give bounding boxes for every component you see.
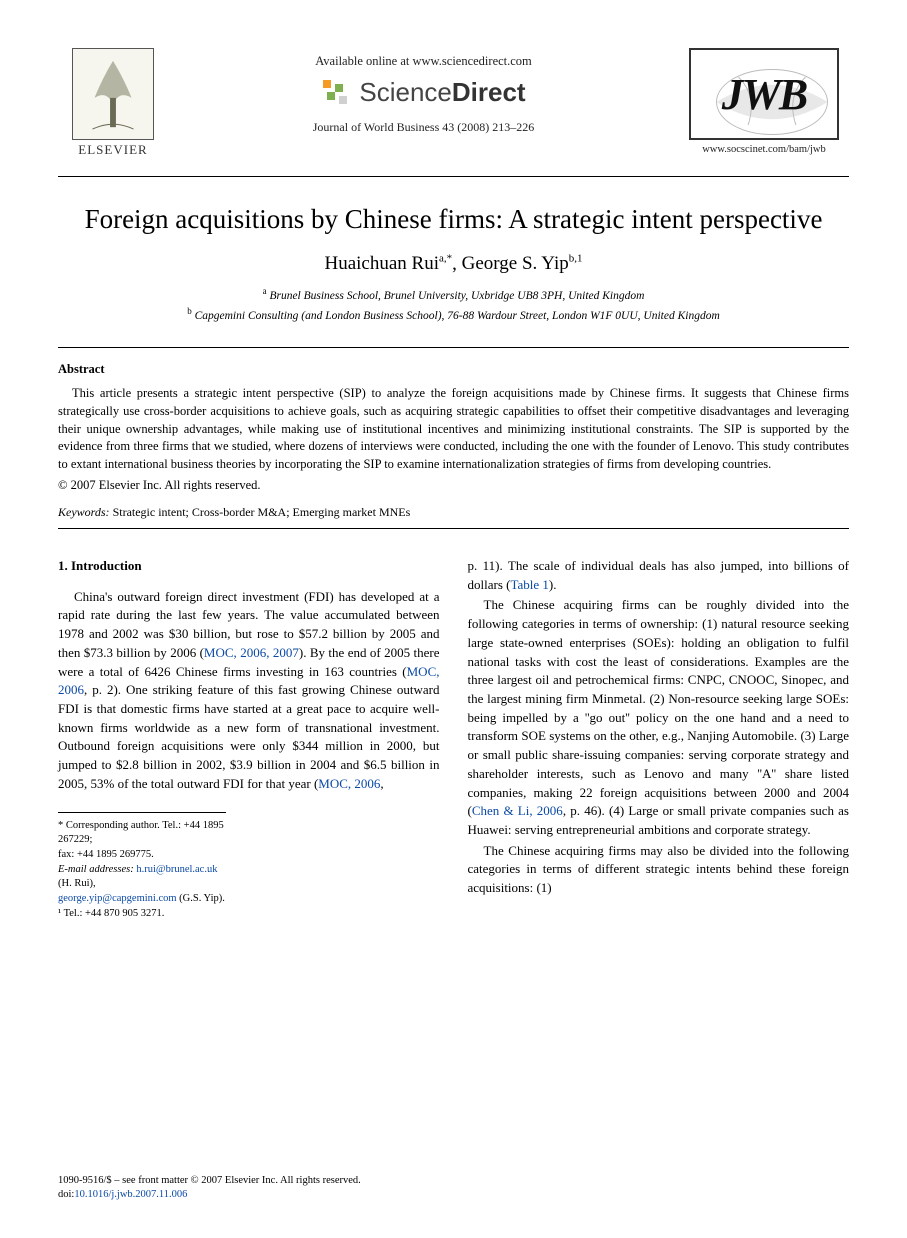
intro-paragraph-2: The Chinese acquiring firms can be rough… — [468, 596, 850, 839]
author-1-name: Huaichuan Rui — [324, 253, 439, 274]
p2-seg1: The Chinese acquiring firms can be rough… — [468, 597, 850, 818]
jwb-logo-icon: JWB — [689, 48, 839, 140]
citation-moc-2006-2007[interactable]: MOC, 2006, 2007 — [204, 645, 299, 660]
front-matter-line: 1090-9516/$ – see front matter © 2007 El… — [58, 1174, 849, 1188]
abstract-top-rule — [58, 347, 849, 348]
email-label: E-mail addresses: — [58, 864, 134, 875]
section-1-heading: 1. Introduction — [58, 557, 440, 576]
author-1-sup: a,* — [439, 253, 452, 265]
article-title: Foreign acquisitions by Chinese firms: A… — [58, 203, 849, 237]
footnote-1-tel: ¹ Tel.: +44 870 905 3271. — [58, 907, 226, 922]
p1c-seg2: ). — [549, 577, 557, 592]
affil-a-sup: a — [263, 286, 267, 296]
sd-word-bold: Direct — [452, 77, 526, 107]
sciencedirect-wordmark: ScienceDirect — [359, 77, 525, 108]
intro-paragraph-3: The Chinese acquiring firms may also be … — [468, 842, 850, 898]
author-2-sup: b,1 — [569, 253, 583, 265]
corresponding-author-line: * Corresponding author. Tel.: +44 1895 2… — [58, 819, 226, 848]
affil-a-text: Brunel Business School, Brunel Universit… — [269, 290, 644, 302]
email-line-2: george.yip@capgemini.com (G.S. Yip). — [58, 892, 226, 907]
author-1: Huaichuan Ruia,* — [324, 253, 452, 274]
email-yip-who: (G.S. Yip). — [177, 893, 225, 904]
journal-reference: Journal of World Business 43 (2008) 213–… — [168, 120, 679, 135]
column-right: p. 11). The scale of individual deals ha… — [468, 557, 850, 921]
journal-logo-block: JWB www.socscinet.com/bam/jwb — [679, 48, 849, 155]
affil-b-sup: b — [187, 306, 192, 316]
sciencedirect-mark-icon — [321, 78, 351, 108]
body-columns: 1. Introduction China's outward foreign … — [58, 557, 849, 921]
doi-link[interactable]: 10.1016/j.jwb.2007.11.006 — [74, 1189, 187, 1200]
author-2-name: George S. Yip — [462, 253, 569, 274]
doi-label: doi: — [58, 1189, 74, 1200]
sd-word-light: Science — [359, 77, 452, 107]
keywords-list: Strategic intent; Cross-border M&A; Emer… — [113, 505, 411, 519]
footnotes-block: * Corresponding author. Tel.: +44 1895 2… — [58, 812, 226, 922]
elsevier-tree-icon — [72, 48, 154, 140]
keywords-rule — [58, 528, 849, 529]
available-online-line: Available online at www.sciencedirect.co… — [168, 54, 679, 69]
keywords-label: Keywords: — [58, 505, 110, 519]
page-footer: 1090-9516/$ – see front matter © 2007 El… — [58, 1174, 849, 1202]
fax-line: fax: +44 1895 269775. — [58, 848, 226, 863]
email-line: E-mail addresses: h.rui@brunel.ac.uk (H.… — [58, 863, 226, 892]
citation-moc-2006-b[interactable]: MOC, 2006 — [318, 776, 380, 791]
abstract-copyright: © 2007 Elsevier Inc. All rights reserved… — [58, 478, 849, 493]
citation-chen-li-2006[interactable]: Chen & Li, 2006 — [472, 803, 563, 818]
affiliation-a: a Brunel Business School, Brunel Univers… — [58, 285, 849, 305]
p1-seg3: , p. 2). One striking feature of this fa… — [58, 682, 440, 791]
intro-paragraph-1-cont: p. 11). The scale of individual deals ha… — [468, 557, 850, 594]
authors-line: Huaichuan Ruia,*, George S. Yipb,1 — [58, 253, 849, 275]
jwb-letters: JWB — [722, 69, 806, 120]
author-2: George S. Yipb,1 — [462, 253, 583, 274]
page-header: ELSEVIER Available online at www.science… — [58, 48, 849, 158]
email-rui-who: (H. Rui), — [58, 878, 96, 889]
affil-b-text: Capgemini Consulting (and London Busines… — [195, 310, 720, 322]
affiliation-b: b Capgemini Consulting (and London Busin… — [58, 305, 849, 325]
column-left: 1. Introduction China's outward foreign … — [58, 557, 440, 921]
keywords-line: Keywords: Strategic intent; Cross-border… — [58, 505, 849, 520]
elsevier-label: ELSEVIER — [58, 142, 168, 158]
doi-line: doi:10.1016/j.jwb.2007.11.006 — [58, 1188, 849, 1202]
p1-seg4: , — [380, 776, 383, 791]
email-yip[interactable]: george.yip@capgemini.com — [58, 893, 177, 904]
affiliations: a Brunel Business School, Brunel Univers… — [58, 285, 849, 325]
header-rule — [58, 176, 849, 177]
table-1-link[interactable]: Table 1 — [510, 577, 548, 592]
abstract-heading: Abstract — [58, 362, 849, 377]
header-center: Available online at www.sciencedirect.co… — [168, 48, 679, 135]
abstract-body: This article presents a strategic intent… — [58, 385, 849, 474]
email-rui[interactable]: h.rui@brunel.ac.uk — [136, 864, 217, 875]
sciencedirect-logo: ScienceDirect — [321, 77, 525, 108]
intro-paragraph-1: China's outward foreign direct investmen… — [58, 588, 440, 794]
elsevier-logo-block: ELSEVIER — [58, 48, 168, 158]
